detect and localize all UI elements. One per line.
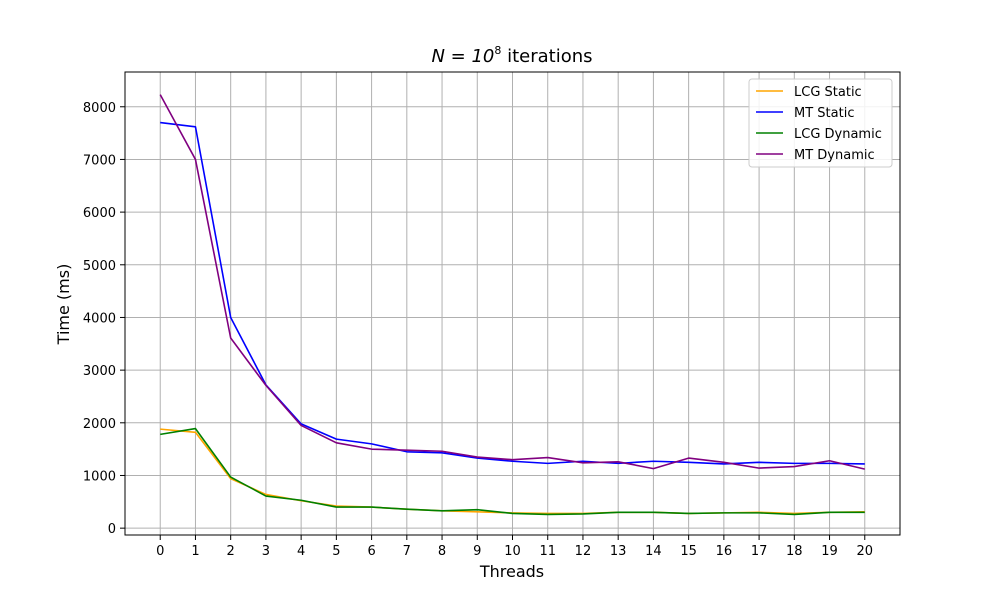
y-axis-label: Time (ms) <box>54 264 73 346</box>
legend-label-mt-dynamic: MT Dynamic <box>794 148 875 163</box>
legend-box <box>748 78 893 168</box>
legend-label-mt-static: MT Static <box>794 106 854 121</box>
legend-items: LCG Static MT Static LCG Dynamic MT Dynamic <box>756 85 882 163</box>
y-tick-label: 0 <box>108 522 116 537</box>
x-tick-label: 5 <box>332 544 340 559</box>
x-tick-label: 17 <box>751 544 768 559</box>
x-tick-label: 8 <box>438 544 446 559</box>
x-tick-label: 0 <box>156 544 164 559</box>
legend-label-lcg-static: LCG Static <box>794 85 862 100</box>
series-line-lcg-dynamic <box>160 427 865 516</box>
x-tick-label: 15 <box>680 544 697 559</box>
x-tick-label: 9 <box>473 544 481 559</box>
y-tick-label: 5000 <box>83 259 116 274</box>
x-tick-label: 6 <box>367 544 375 559</box>
x-tick-label: 13 <box>610 544 627 559</box>
x-tick-label: 4 <box>297 544 305 559</box>
y-axis-ticks: 0 1000 2000 3000 4000 5000 6000 7000 8000 <box>83 101 125 537</box>
series-lines <box>159 94 865 516</box>
x-axis-ticks: 0 1 2 3 4 5 6 7 8 9 10 11 12 13 14 15 16 17 18 19 20 <box>156 535 873 559</box>
y-tick-label: 2000 <box>83 417 116 432</box>
x-tick-label: 10 <box>504 544 521 559</box>
chart-title: N = 108 iterations <box>431 44 592 67</box>
legend-label-lcg-dynamic: LCG Dynamic <box>794 127 882 142</box>
y-tick-label: 4000 <box>83 311 116 326</box>
x-tick-label: 2 <box>227 544 235 559</box>
legend: LCG Static MT Static LCG Dynamic MT Dynamic <box>748 78 893 168</box>
x-tick-label: 11 <box>539 544 556 559</box>
x-tick-label: 20 <box>856 544 873 559</box>
x-axis-label: Threads <box>479 562 544 581</box>
x-tick-label: 18 <box>786 544 803 559</box>
x-tick-label: 3 <box>262 544 270 559</box>
x-tick-label: 1 <box>191 544 199 559</box>
y-tick-label: 6000 <box>83 206 116 221</box>
series-line-mt-dynamic <box>159 94 865 470</box>
x-tick-label: 14 <box>645 544 662 559</box>
y-tick-label: 3000 <box>83 364 116 379</box>
x-tick-label: 16 <box>716 544 733 559</box>
x-tick-label: 7 <box>403 544 411 559</box>
y-tick-label: 1000 <box>83 469 116 484</box>
y-tick-label: 8000 <box>83 101 116 116</box>
x-tick-label: 19 <box>821 544 838 559</box>
x-tick-label: 12 <box>575 544 592 559</box>
y-tick-label: 7000 <box>83 153 116 168</box>
